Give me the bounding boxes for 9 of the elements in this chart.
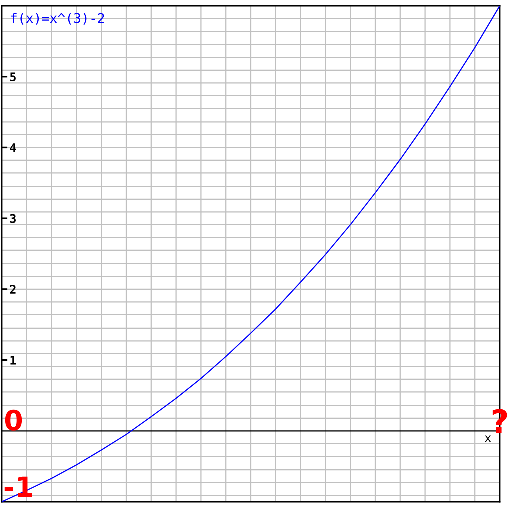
annotation: -1 — [4, 476, 32, 498]
y-tick-label: 5 — [10, 72, 16, 82]
x-axis-title: x — [485, 436, 492, 442]
y-tick-label: 2 — [10, 285, 16, 294]
y-tick-label: 3 — [10, 214, 16, 224]
y-tick-label: 1 — [10, 356, 16, 365]
y-tick-label: 4 — [10, 144, 16, 152]
text: f(x)=x^(3)-2 — [11, 13, 104, 25]
annotation: 0 — [5, 410, 22, 431]
